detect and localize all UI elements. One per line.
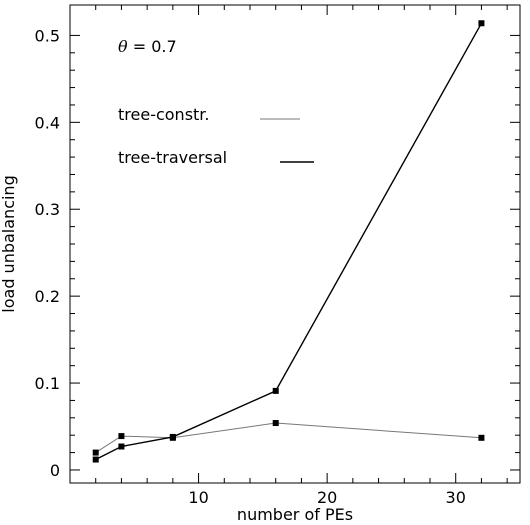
legend-label-tree-traversal: tree-traversal [118, 148, 227, 167]
data-point [272, 420, 279, 427]
data-point [92, 456, 99, 463]
data-point [118, 443, 125, 450]
x-axis-title: number of PEs [237, 505, 353, 524]
series-line [95, 22, 483, 461]
data-point [92, 449, 99, 456]
y-tick-label: 0.5 [35, 26, 60, 45]
y-tick-label: 0 [50, 461, 60, 480]
y-tick-label: 0.4 [35, 113, 60, 132]
theta-annotation: θ = 0.7 [118, 37, 177, 56]
series-line [95, 422, 482, 454]
y-tick-label: 0.3 [35, 200, 60, 219]
theta-value: = 0.7 [133, 37, 177, 56]
data-point [478, 20, 485, 27]
series-layer [92, 20, 485, 463]
data-point [478, 434, 485, 441]
theta-symbol: θ [118, 37, 128, 56]
series-tree-traversal [92, 20, 485, 463]
series-tree-constr [92, 420, 485, 456]
legend: tree-constr. tree-traversal [118, 105, 314, 167]
x-tick-label: 10 [188, 488, 208, 507]
plot-frame [69, 4, 521, 484]
axis-tick-labels: 10 20 30 0 0.1 0.2 0.3 0.4 0.5 [35, 26, 466, 507]
data-point [118, 433, 125, 440]
y-tick-label: 0.1 [35, 374, 60, 393]
y-axis-title: load unbalancing [0, 175, 18, 312]
data-point [169, 433, 176, 440]
data-point [272, 387, 279, 394]
x-tick-label: 20 [317, 488, 337, 507]
axis-ticks [70, 5, 520, 483]
y-tick-label: 0.2 [35, 287, 60, 306]
x-tick-label: 30 [446, 488, 466, 507]
legend-label-tree-constr: tree-constr. [118, 105, 210, 124]
